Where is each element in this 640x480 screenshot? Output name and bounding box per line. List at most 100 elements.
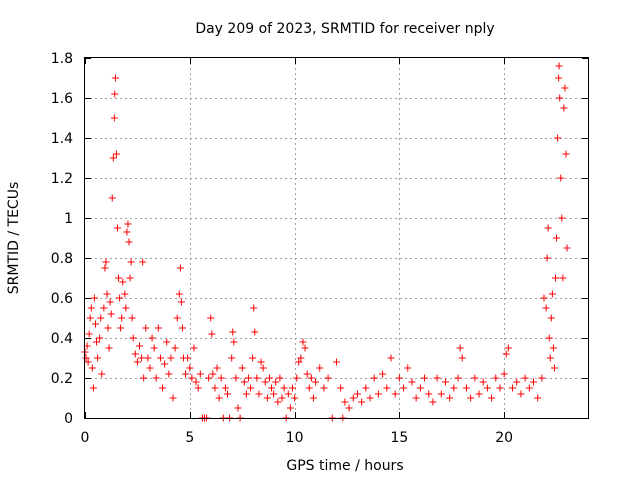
data-point [370,374,378,382]
data-point [559,274,567,282]
data-point [387,354,395,362]
data-point [391,390,399,398]
data-point [127,258,135,266]
data-point [90,294,98,302]
data-point [374,390,382,398]
data-point [230,338,238,346]
data-point [150,344,158,352]
data-point [557,174,565,182]
data-point [421,374,429,382]
data-point [190,344,198,352]
data-point [232,374,240,382]
data-point [229,328,237,336]
data-point [437,390,445,398]
data-point [238,364,246,372]
data-point [139,258,147,266]
data-point [207,314,215,322]
data-point [500,370,508,378]
data-point [173,314,181,322]
data-point [110,114,118,122]
data-point [502,350,510,358]
data-point [125,238,133,246]
data-point [400,384,408,392]
y-tick-label: 0.2 [51,371,73,387]
data-point [82,354,90,362]
data-point [558,214,566,222]
data-point [345,404,353,412]
data-point [182,370,190,378]
data-point [496,384,504,392]
data-point [270,390,278,398]
data-point [169,394,177,402]
data-point [159,384,167,392]
data-point [213,364,221,372]
data-point [504,344,512,352]
chart-title: Day 209 of 2023, SRMTID for receiver npl… [195,21,494,37]
data-point [412,394,420,402]
data-point [240,378,248,386]
data-point [124,220,132,228]
y-tick-label: 1.8 [51,51,73,67]
data-point [408,378,416,386]
data-point [104,324,112,332]
data-point [521,374,529,382]
data-point [205,374,213,382]
data-point [96,334,104,342]
data-point [509,384,517,392]
data-point [142,324,150,332]
data-point [530,378,538,386]
data-point [534,394,542,402]
data-point [163,338,171,346]
data-point [268,384,276,392]
data-point [176,264,184,272]
data-point [119,278,127,286]
data-point [228,354,236,362]
data-point [553,234,561,242]
data-point [301,344,309,352]
data-point [247,384,255,392]
data-point [305,384,313,392]
data-point [87,304,95,312]
data-point [84,358,92,366]
data-point [242,390,250,398]
x-tick-label: 20 [495,430,513,446]
data-point [105,344,113,352]
y-tick-label: 1 [64,211,73,227]
data-point [560,104,568,112]
data-point [126,274,134,282]
data-point [488,394,496,402]
data-point [263,394,271,402]
data-point [116,294,124,302]
data-point [324,374,332,382]
data-point [274,398,282,406]
data-point [148,334,156,342]
x-tick-label: 0 [81,430,90,446]
data-point [284,390,292,398]
data-point [152,374,160,382]
data-point [299,338,307,346]
data-point [337,384,345,392]
data-point [458,354,466,362]
data-point [192,378,200,386]
data-point [462,384,470,392]
data-point [563,244,571,252]
data-point [341,398,349,406]
y-tick-label: 1.2 [51,171,73,187]
x-tick-label: 10 [286,430,304,446]
x-tick-label: 15 [390,430,408,446]
data-point [93,338,101,346]
data-point [257,358,265,366]
data-point [552,274,560,282]
data-point [88,364,96,372]
y-tick-label: 1.6 [51,91,73,107]
data-point [133,358,141,366]
data-point [358,398,366,406]
data-point [446,394,454,402]
data-point [123,228,131,236]
data-point [194,384,202,392]
data-point [161,360,169,368]
data-point [128,314,136,322]
data-point [135,342,143,350]
data-point [333,358,340,366]
y-tick-label: 0 [64,411,73,427]
